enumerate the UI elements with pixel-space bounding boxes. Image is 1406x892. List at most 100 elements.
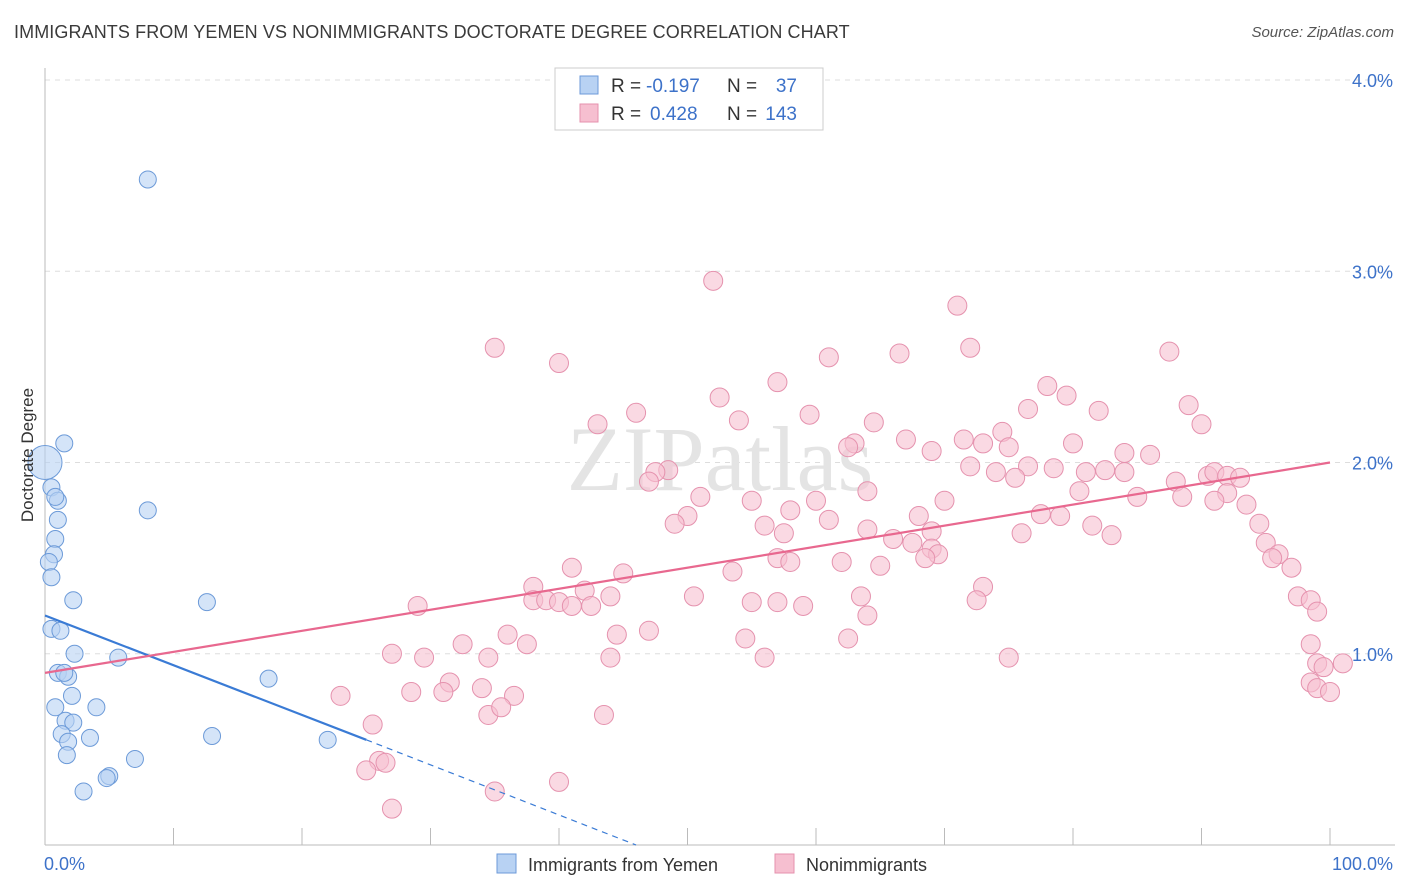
point-nonimmigrant-13 — [728, 410, 749, 431]
point-nonimmigrant-63 — [908, 506, 929, 527]
trend-extension-blue — [366, 739, 637, 846]
stats-r-value-blue: -0.197 — [646, 76, 700, 97]
point-nonimmigrant-144 — [549, 771, 569, 792]
point-yemen-31 — [97, 769, 116, 788]
point-nonimmigrant-65 — [1050, 506, 1071, 527]
point-nonimmigrant-16 — [1018, 398, 1039, 419]
point-nonimmigrant-10 — [709, 387, 730, 408]
stats-n-label-pink: N = — [727, 104, 757, 125]
stats-swatch-pink — [579, 103, 599, 123]
y-tick-labels: 1.0% 2.0% 3.0% 4.0% — [1352, 71, 1393, 665]
stats-r-label-blue: R = — [611, 76, 641, 97]
point-yemen-12 — [64, 591, 83, 610]
point-nonimmigrant-36 — [1018, 456, 1039, 477]
point-nonimmigrant-130 — [471, 678, 492, 699]
point-yemen-36 — [318, 730, 337, 749]
point-nonimmigrant-37 — [1043, 458, 1064, 479]
stats-legend: R = -0.197 N = 37 R = 0.428 N = 143 — [554, 67, 824, 131]
point-nonimmigrant-39 — [1095, 460, 1116, 481]
watermark: ZIPatlas — [567, 408, 874, 510]
y-tick-label-1: 2.0% — [1352, 454, 1393, 474]
x-tick-labels: 0.0% 100.0% — [44, 854, 1393, 874]
point-nonimmigrant-104 — [966, 590, 987, 611]
point-nonimmigrant-2 — [484, 337, 505, 358]
point-nonimmigrant-122 — [998, 647, 1019, 668]
point-nonimmigrant-7 — [1159, 341, 1180, 362]
x-tick-label-0: 0.0% — [44, 854, 85, 874]
point-yemen-11 — [138, 501, 157, 520]
point-nonimmigrant-51 — [934, 490, 955, 511]
point-yemen-22 — [87, 698, 106, 717]
point-nonimmigrant-1 — [947, 295, 968, 316]
point-yemen-1 — [55, 434, 74, 453]
point-nonimmigrant-123 — [1300, 634, 1321, 655]
point-nonimmigrant-73 — [1011, 523, 1032, 544]
point-nonimmigrant-25 — [998, 437, 1019, 458]
point-nonimmigrant-5 — [960, 337, 981, 358]
point-nonimmigrant-11 — [1056, 385, 1077, 406]
point-nonimmigrant-113 — [638, 620, 659, 641]
point-nonimmigrant-131 — [504, 685, 525, 706]
trend-line-blue — [44, 614, 367, 741]
y-tick-label-0: 1.0% — [1352, 645, 1393, 665]
point-nonimmigrant-139 — [362, 714, 383, 735]
legend-label-nonimmigrants: Nonimmigrants — [806, 855, 927, 875]
series-nonimmigrants — [330, 270, 1353, 819]
point-nonimmigrant-134 — [1320, 682, 1340, 702]
point-nonimmigrant-29 — [1114, 442, 1135, 463]
point-nonimmigrant-100 — [767, 592, 788, 613]
point-nonimmigrant-138 — [593, 704, 614, 725]
point-nonimmigrant-95 — [561, 595, 582, 616]
point-yemen-4 — [46, 487, 65, 506]
point-yemen-33 — [197, 593, 216, 612]
point-nonimmigrant-114 — [452, 634, 473, 655]
point-nonimmigrant-128 — [401, 682, 422, 702]
stats-n-value-pink: 143 — [765, 104, 797, 125]
bottom-legend: Immigrants from Yemen Nonimmigrants — [496, 853, 927, 875]
point-nonimmigrant-101 — [793, 595, 814, 616]
point-nonimmigrant-34 — [960, 456, 981, 477]
point-nonimmigrant-98 — [683, 586, 704, 607]
point-nonimmigrant-141 — [375, 752, 396, 773]
point-nonimmigrant-57 — [1236, 494, 1257, 515]
point-yemen-19 — [55, 663, 74, 682]
point-nonimmigrant-117 — [478, 647, 499, 668]
point-nonimmigrant-72 — [921, 521, 942, 542]
point-yemen-21 — [46, 698, 65, 717]
point-nonimmigrant-118 — [600, 647, 621, 668]
point-nonimmigrant-129 — [433, 682, 454, 702]
point-nonimmigrant-86 — [915, 548, 936, 569]
source-label: Source: ZipAtlas.com — [1251, 24, 1394, 41]
point-nonimmigrant-119 — [735, 628, 756, 649]
point-nonimmigrant-87 — [722, 561, 743, 582]
point-nonimmigrant-77 — [1262, 548, 1283, 569]
point-nonimmigrant-67 — [1249, 513, 1270, 534]
point-nonimmigrant-0 — [703, 270, 724, 291]
stats-r-label-pink: R = — [611, 104, 641, 125]
y-axis-title: Doctorate Degree — [18, 388, 37, 522]
point-nonimmigrant-120 — [838, 628, 859, 649]
point-nonimmigrant-137 — [491, 697, 512, 718]
point-nonimmigrant-121 — [754, 647, 775, 668]
point-yemen-16 — [109, 648, 128, 667]
point-nonimmigrant-23 — [895, 429, 916, 450]
point-nonimmigrant-83 — [780, 551, 801, 572]
trend-line-pink — [44, 461, 1331, 674]
point-yemen-9 — [42, 568, 61, 587]
point-yemen-0 — [27, 445, 63, 480]
point-yemen-32 — [74, 782, 93, 801]
point-nonimmigrant-31 — [838, 437, 859, 458]
point-nonimmigrant-21 — [1191, 414, 1212, 435]
gridlines — [45, 79, 1395, 655]
point-nonimmigrant-8 — [767, 372, 788, 393]
point-nonimmigrant-35 — [985, 462, 1006, 483]
point-nonimmigrant-135 — [330, 685, 351, 706]
point-nonimmigrant-74 — [1101, 525, 1122, 546]
point-nonimmigrant-107 — [1307, 601, 1328, 622]
point-nonimmigrant-110 — [516, 634, 537, 655]
point-yemen-6 — [46, 530, 65, 548]
point-nonimmigrant-116 — [414, 647, 435, 668]
point-nonimmigrant-126 — [1332, 653, 1353, 674]
point-nonimmigrant-58 — [1204, 490, 1225, 511]
point-nonimmigrant-96 — [581, 595, 602, 616]
